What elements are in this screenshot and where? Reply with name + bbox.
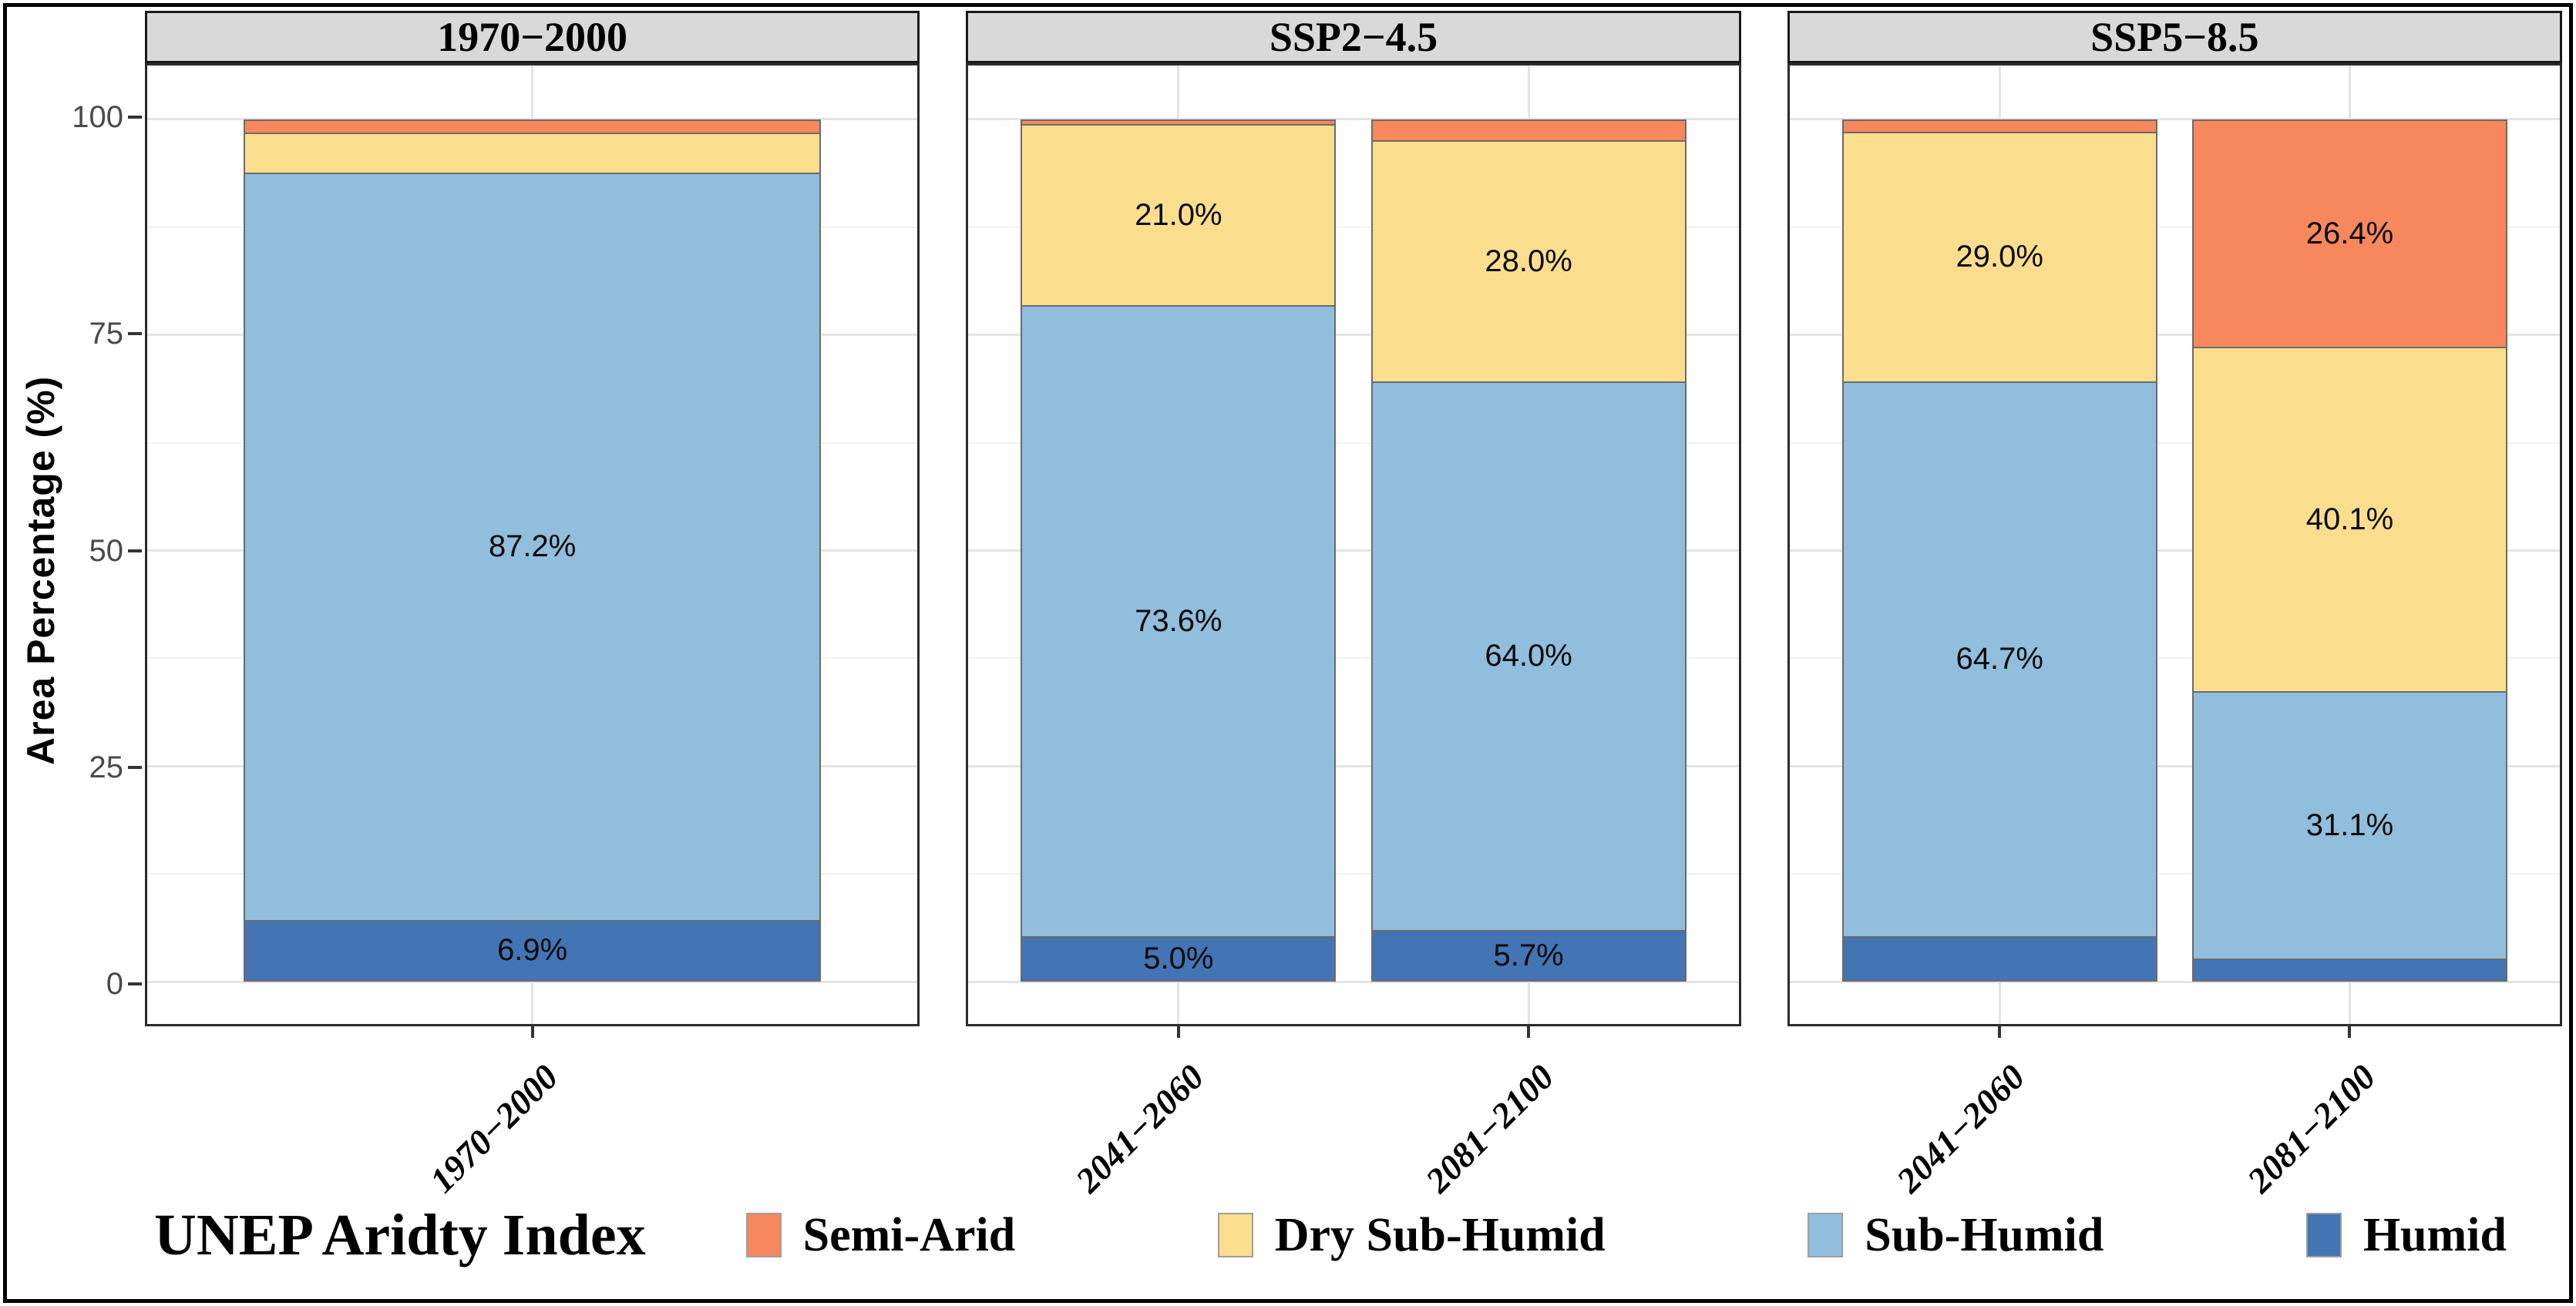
bar-segment-dry-sub-humid	[243, 133, 822, 175]
legend-swatch	[2305, 1213, 2342, 1257]
facet-strip-title: 1970−2000	[145, 11, 920, 63]
stacked-bar: 28.0% 64.0% 5.7%	[1370, 119, 1687, 982]
stacked-bar: 87.2% 6.9%	[243, 119, 822, 982]
legend-item-semi-arid: Semi-Arid	[745, 1208, 1016, 1263]
bar-segment-dry-sub-humid: 21.0%	[1021, 124, 1337, 307]
legend-swatch	[1808, 1213, 1844, 1257]
plot-area: 29.0% 64.7% 2041−2060 26.4% 40.1% 31.1% 2081−2…	[1787, 63, 2562, 1200]
minor-gridline	[968, 873, 1739, 875]
major-gridline	[968, 980, 1739, 983]
legend-label: Sub-Humid	[1865, 1208, 2104, 1261]
bar-segment-dry-sub-humid: 28.0%	[1370, 140, 1687, 383]
bar-value-label: 64.7%	[1956, 642, 2043, 677]
major-gridline	[968, 764, 1739, 767]
legend-label: Dry Sub-Humid	[1274, 1208, 1606, 1261]
major-gridline	[968, 334, 1739, 337]
bar-segment-dry-sub-humid: 29.0%	[1841, 132, 2157, 383]
bar-segment-dry-sub-humid: 40.1%	[2192, 346, 2507, 693]
major-gridline	[968, 549, 1739, 552]
major-gridline	[1789, 549, 2560, 552]
stacked-bar: 29.0% 64.7%	[1841, 119, 2157, 982]
minor-gridline	[1789, 441, 2560, 444]
bar-segment-sub-humid: 64.0%	[1370, 381, 1687, 932]
bar-segment-humid: 5.0%	[1021, 935, 1337, 982]
bar-value-label: 73.6%	[1135, 603, 1222, 638]
legend-title: UNEP Aridty Index	[154, 1202, 646, 1267]
bar-segment-sub-humid: 64.7%	[1841, 381, 2157, 938]
major-gridline	[1789, 980, 2560, 983]
x-tick-mark	[2348, 1024, 2352, 1038]
minor-gridline	[968, 441, 1739, 444]
facet-panel: SSP5−8.5 29.0% 64.7% 2041−2060 26.4% 40.1% 31.…	[1787, 11, 2562, 1200]
legend-swatch	[1217, 1213, 1253, 1257]
bar-value-label: 40.1%	[2305, 502, 2394, 536]
bar-value-label: 31.1%	[2305, 807, 2394, 842]
bar-segment-sub-humid: 73.6%	[1021, 305, 1337, 938]
facet-panel: 1970−2000 87.2% 6.9% 1970−2000	[145, 11, 920, 1200]
bar-segment-humid: 5.7%	[1370, 930, 1687, 982]
facet-strip-title: SSP2−4.5	[966, 11, 1741, 63]
bar-segment-semi-arid	[1370, 119, 1687, 143]
major-gridline	[968, 118, 1739, 121]
plot-area: 21.0% 73.6% 5.0% 2041−2060 28.0% 64.0% 5.7% 208…	[966, 63, 1741, 1200]
x-tick-mark	[1998, 1024, 2002, 1038]
legend-item-dry-sub-humid: Dry Sub-Humid	[1217, 1208, 1606, 1263]
bar-value-label: 28.0%	[1485, 244, 1572, 279]
minor-gridline	[1789, 226, 2560, 228]
panels-row: 1970−2000 87.2% 6.9% 1970−2000 SSP2−4.5 21.0%…	[145, 11, 2562, 1200]
legend-item-humid: Humid	[2305, 1208, 2507, 1263]
legend-swatch	[745, 1213, 782, 1257]
x-tick-mark	[1527, 1024, 1531, 1038]
bar-value-label: 29.0%	[1956, 240, 2043, 274]
bar-value-label: 5.7%	[1493, 938, 1564, 973]
bar-value-label: 6.9%	[497, 933, 568, 968]
x-tick-mark	[1176, 1024, 1180, 1038]
major-gridline	[1789, 118, 2560, 121]
bar-segment-sub-humid: 87.2%	[243, 173, 822, 922]
stacked-bar: 26.4% 40.1% 31.1%	[2192, 119, 2507, 982]
stacked-bar: 21.0% 73.6% 5.0%	[1021, 119, 1337, 982]
legend: UNEP Aridty Index Semi-Arid Dry Sub-Humid…	[154, 1185, 2507, 1285]
legend-label: Semi-Arid	[802, 1208, 1016, 1261]
bar-value-label: 87.2%	[488, 529, 577, 564]
x-tick-mark	[530, 1024, 534, 1038]
minor-gridline	[1789, 873, 2560, 875]
minor-gridline	[968, 657, 1739, 660]
bar-segment-semi-arid: 26.4%	[2192, 119, 2507, 348]
bar-value-label: 26.4%	[2305, 216, 2394, 250]
minor-gridline	[968, 226, 1739, 228]
legend-items: Semi-Arid Dry Sub-Humid Sub-Humid Humid	[745, 1208, 2507, 1263]
major-gridline	[1789, 334, 2560, 337]
bar-value-label: 64.0%	[1485, 639, 1572, 673]
bar-segment-sub-humid: 31.1%	[2192, 690, 2507, 960]
minor-gridline	[1789, 657, 2560, 660]
bar-segment-humid	[1841, 935, 2157, 982]
plot-area: 87.2% 6.9% 1970−2000	[145, 63, 920, 1200]
legend-item-sub-humid: Sub-Humid	[1808, 1208, 2104, 1263]
facet-strip-title: SSP5−8.5	[1787, 11, 2562, 63]
legend-label: Humid	[2362, 1208, 2507, 1261]
y-axis-title: Area Percentage (%)	[19, 375, 62, 765]
bar-segment-humid	[2192, 958, 2507, 982]
bar-value-label: 21.0%	[1135, 198, 1222, 233]
major-gridline	[1789, 764, 2560, 767]
bar-segment-humid: 6.9%	[243, 919, 822, 982]
bar-value-label: 5.0%	[1143, 942, 1214, 976]
facet-panel: SSP2−4.5 21.0% 73.6% 5.0% 2041−2060 28.0% 64.0…	[966, 11, 1741, 1200]
